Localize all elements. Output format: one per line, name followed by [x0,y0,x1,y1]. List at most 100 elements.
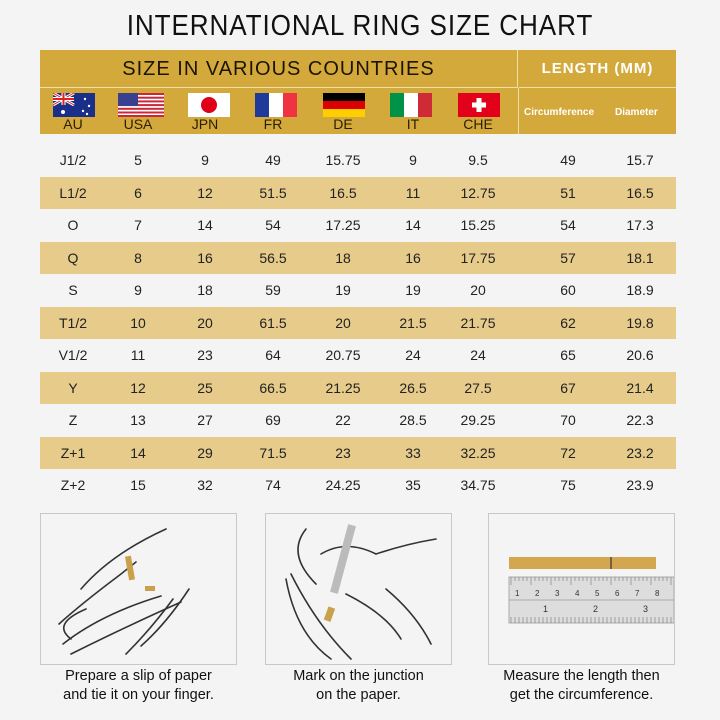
table-cell: 59 [265,282,281,298]
table-cell: 12.75 [460,184,496,201]
table-cell: 14 [197,217,213,233]
table-cell: 17.25 [325,217,361,233]
italy-flag-icon [390,93,432,117]
table-cell: 23 [335,444,351,461]
table-row: S 9 18 59 19 19 20 60 18.9 [40,274,676,307]
table-cell: 75 [560,477,576,493]
table-cell: 49 [265,152,281,168]
table-cell: 21.25 [325,379,361,396]
table-row: J1/2 5 9 49 15.75 9 9.5 49 15.7 [40,144,676,177]
step-2-caption: Mark on the junction on the paper. [265,667,452,705]
table-header: SIZE IN VARIOUS COUNTRIES LENGTH (MM) AU… [40,50,676,134]
table-cell: 12 [197,184,213,201]
table-cell: 19 [405,282,421,298]
table-cell: 22.3 [626,412,654,428]
table-cell: T1/2 [58,314,87,331]
table-cell: 18.9 [626,282,654,298]
ruler-tick-label: 1 [515,589,520,598]
ruler-tick-label: 2 [593,604,598,614]
divider [518,88,519,134]
table-row: O 7 14 54 17.25 14 15.25 54 17.3 [40,209,676,242]
table-cell: 25 [197,379,213,396]
table-cell: 27 [197,412,213,428]
step-1-illustration [40,513,237,665]
table-cell: 15 [130,477,146,493]
table-cell: 19 [335,282,351,298]
japan-flag-icon [188,93,230,117]
table-cell: 23 [197,347,213,363]
table-cell: V1/2 [58,347,88,363]
table-cell: L1/2 [59,184,87,201]
table-row: L1/2 6 12 51.5 16.5 11 12.75 51 16.5 [40,176,676,209]
table-cell: 28.5 [399,412,427,428]
table-cell: 14 [130,444,146,461]
table-cell: 18 [197,282,213,298]
table-cell: 15.7 [626,152,654,168]
table-cell: 20.75 [325,347,361,363]
table-cell: 24.25 [325,477,361,493]
table-cell: 21.5 [399,314,427,331]
table-cell: 24 [405,347,421,363]
table-cell: 9 [409,152,417,168]
table-cell: 13 [130,412,146,428]
table-cell: 65 [560,347,576,363]
table-cell: 16.5 [626,184,654,201]
ruler-tick-label: 7 [635,589,640,598]
table-cell: 20.6 [626,347,654,363]
table-cell: 15.25 [460,217,496,233]
hand-with-paper-icon [58,528,190,655]
table-cell: 29 [197,444,213,461]
country-de: DE [333,116,353,132]
table-cell: 7 [134,217,142,233]
table-cell: 60 [560,282,576,298]
caption-line: get the circumference. [509,687,654,703]
table-cell: 24 [470,347,486,363]
table-cell: 67 [560,379,576,396]
country-fr: FR [263,116,283,132]
page-title: INTERNATIONAL RING SIZE CHART [126,10,594,42]
table-row: T1/2 10 20 61.5 20 21.5 21.75 62 19.8 [40,306,676,339]
australia-flag-icon [53,93,95,117]
hand-marking-paper-icon [285,524,437,660]
table-cell: 15.75 [325,152,361,168]
table-cell: 16 [405,249,421,266]
country-usa: USA [123,116,153,132]
table-row: V1/2 11 23 64 20.75 24 24 65 20.6 [40,339,676,372]
diameter-header: Diameter [615,107,658,118]
table-cell: J1/2 [59,152,87,168]
table-row: Y 12 25 66.5 21.25 26.5 27.5 67 21.4 [40,371,676,404]
table-row: Z 13 27 69 22 28.5 29.25 70 22.3 [40,404,676,437]
ruler-tick-label: 8 [655,589,660,598]
ruler-tick-label: 1 [543,604,548,614]
table-cell: 16.5 [329,184,357,201]
table-cell: 32 [197,477,213,493]
caption-line: and tie it on your finger. [63,687,214,703]
table-cell: 64 [265,347,281,363]
ruler-and-paper-icon: 1 2 3 4 5 6 7 81 2 3 [508,557,675,624]
country-jpn: JPN [191,116,219,132]
table-cell: 71.5 [259,444,287,461]
table-cell: 72 [560,444,576,461]
table-cell: Q [67,249,79,266]
caption-line: on the paper. [316,687,401,703]
countries-header: SIZE IN VARIOUS COUNTRIES [40,50,518,88]
table-cell: 54 [265,217,281,233]
paper-strip [509,557,656,569]
table-cell: 9 [201,152,209,168]
ruler-tick-label: 3 [643,604,648,614]
france-flag-icon [255,93,297,117]
table-cell: 18 [335,249,351,266]
table-cell: 20 [470,282,486,298]
table-cell: O [67,217,79,233]
table-cell: 57 [560,249,576,266]
table-cell: 8 [134,249,142,266]
table-cell: 14 [405,217,421,233]
table-cell: 5 [134,152,142,168]
table-cell: 23.2 [626,444,654,461]
usa-flag-icon [118,93,164,117]
table-cell: 12 [130,379,146,396]
table-cell: 66.5 [259,379,287,396]
table-cell: 74 [265,477,281,493]
table-cell: 33 [405,444,421,461]
table-cell: 21.4 [626,379,654,396]
